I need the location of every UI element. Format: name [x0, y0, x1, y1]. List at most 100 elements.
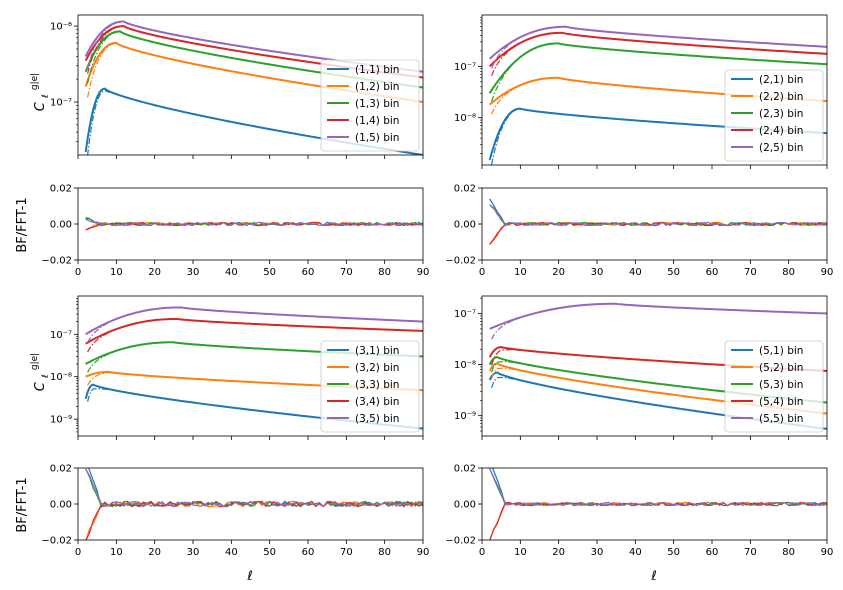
- cl-ylabel-main: C: [33, 101, 48, 111]
- x-tick-label: 60: [302, 267, 315, 278]
- series-group: [85, 468, 423, 540]
- cl-ylabel-sup: g|e|: [30, 73, 40, 90]
- ratio-line: [489, 468, 827, 507]
- ratio-line: [85, 218, 423, 227]
- svg-text:C ℓ g|e|: C ℓ g|e|: [30, 353, 52, 391]
- y-tick-label: 10⁻⁷: [50, 97, 72, 108]
- legend-entry: (2,3) bin: [759, 108, 803, 120]
- legend: (3,1) bin (3,2) bin (3,3) bin (3,4) bin (3,5…: [320, 340, 420, 433]
- y-tick-label: 10⁻⁷: [454, 62, 476, 73]
- x-tick-label: 70: [744, 547, 757, 558]
- axes-frame: [77, 14, 424, 156]
- plot-layer: 10⁻⁷ 10⁻⁶ (1,1) bin (1,2) bin (1,3) bin (1,4)…: [41, 14, 834, 558]
- series-dashdot-line: [491, 26, 827, 69]
- ratio-line: [85, 500, 423, 540]
- xlabel-right: ℓ: [650, 569, 656, 584]
- x-tick-label: 20: [552, 547, 565, 558]
- cl-ylabel-main: C: [33, 381, 48, 391]
- legend-entry: (2,4) bin: [759, 125, 803, 137]
- series-dashdot-line: [86, 31, 423, 89]
- legend-entry: (5,2) bin: [759, 362, 803, 374]
- series-line: [85, 306, 423, 336]
- y-tick-label: 0.02: [454, 464, 476, 475]
- x-tick-label: 50: [667, 267, 680, 278]
- legend-entry: (3,4) bin: [355, 396, 399, 408]
- x-tick-label: 60: [302, 547, 315, 558]
- y-tick-label: 0.00: [50, 220, 72, 231]
- ratio-line: [489, 204, 827, 227]
- x-tick-label: 10: [514, 267, 527, 278]
- legend-entry: (1,5) bin: [355, 132, 399, 144]
- svg-text:C ℓ g|e|: C ℓ g|e|: [30, 73, 52, 111]
- legend-entry: (5,4) bin: [759, 396, 803, 408]
- x-tick-label: 20: [552, 267, 565, 278]
- y-tick-label: 10⁻⁹: [454, 411, 476, 422]
- x-tick-label: 30: [187, 547, 200, 558]
- x-tick-label: 20: [148, 267, 161, 278]
- ratio-line: [489, 501, 827, 540]
- y-tick-label: 0.00: [50, 500, 72, 511]
- axes-frame: [77, 295, 424, 437]
- series-dashdot-line: [86, 42, 423, 103]
- legend-entry: (1,4) bin: [355, 115, 399, 127]
- x-tick-label: 70: [340, 267, 353, 278]
- legend-entry: (3,3) bin: [355, 379, 399, 391]
- ratio-ylabel-top: BF/FFT-1: [15, 197, 30, 252]
- ratio-row1-col1-panel: 0 10 20 30 40 50 60 70 80 90 −0.02 0.00 0.02: [41, 184, 429, 279]
- series-line: [489, 302, 827, 330]
- y-tick-label: 10⁻⁷: [50, 330, 72, 341]
- ratio-row1-col2-panel: 0 10 20 30 40 50 60 70 80 90 −0.02 0.00 0.02: [445, 184, 833, 279]
- axes-frame: [481, 467, 828, 541]
- series-group: [85, 217, 423, 231]
- x-tick-label: 0: [479, 547, 485, 558]
- legend-entry: (1,1) bin: [355, 64, 399, 76]
- x-tick-label: 90: [417, 267, 430, 278]
- cl-row2-col1-panel: 10⁻⁹10⁻⁸10⁻⁷(3,1) bin(3,2) bin(3,3) bin(…: [50, 295, 424, 440]
- series-dashdot-line: [491, 42, 827, 102]
- x-tick-label: 80: [378, 267, 391, 278]
- x-tick-label: 70: [744, 267, 757, 278]
- series-dashdot-line: [491, 303, 827, 340]
- x-tick-label: 70: [340, 547, 353, 558]
- legend-entry: (3,1) bin: [355, 345, 399, 357]
- series-group: [489, 198, 827, 245]
- x-tick-label: 0: [479, 267, 485, 278]
- cl-ylabel-sub: ℓ: [41, 94, 51, 99]
- ratio-line: [85, 221, 423, 231]
- x-tick-label: 60: [706, 547, 719, 558]
- ratio-line: [88, 468, 423, 508]
- y-tick-label: 10⁻⁷: [454, 309, 476, 320]
- x-tick-label: 10: [110, 267, 123, 278]
- ratio-line: [492, 468, 827, 507]
- x-tick-label: 40: [629, 547, 642, 558]
- legend-entry: (2,2) bin: [759, 91, 803, 103]
- x-tick-label: 60: [706, 267, 719, 278]
- legend-entry: (5,1) bin: [759, 345, 803, 357]
- series-dashdot-line: [490, 108, 827, 165]
- x-tick-label: 30: [591, 547, 604, 558]
- ratio-ylabel-bottom: BF/FFT-1: [15, 477, 30, 532]
- x-tick-label: 30: [187, 267, 200, 278]
- y-tick-label: −0.02: [445, 536, 476, 547]
- series-dashdot-line: [87, 306, 423, 343]
- x-tick-label: 0: [75, 547, 81, 558]
- x-tick-label: 30: [591, 267, 604, 278]
- axes-frame: [77, 187, 424, 261]
- x-tick-label: 50: [263, 267, 276, 278]
- legend-box: [320, 340, 420, 433]
- x-tick-label: 50: [263, 547, 276, 558]
- x-tick-label: 50: [667, 547, 680, 558]
- x-tick-label: 90: [821, 547, 834, 558]
- series-dashdot-line: [491, 77, 827, 115]
- x-tick-label: 0: [75, 267, 81, 278]
- y-tick-label: 10⁻⁹: [50, 415, 72, 426]
- legend-entry: (1,3) bin: [355, 98, 399, 110]
- ratio-line: [489, 468, 827, 507]
- y-tick-label: −0.02: [41, 536, 72, 547]
- series-group: [489, 468, 827, 540]
- series-dashdot-line: [491, 32, 827, 77]
- legend-entry: (3,5) bin: [355, 413, 399, 425]
- legend-entry: (3,2) bin: [355, 362, 399, 374]
- y-tick-label: 10⁻⁸: [454, 113, 476, 124]
